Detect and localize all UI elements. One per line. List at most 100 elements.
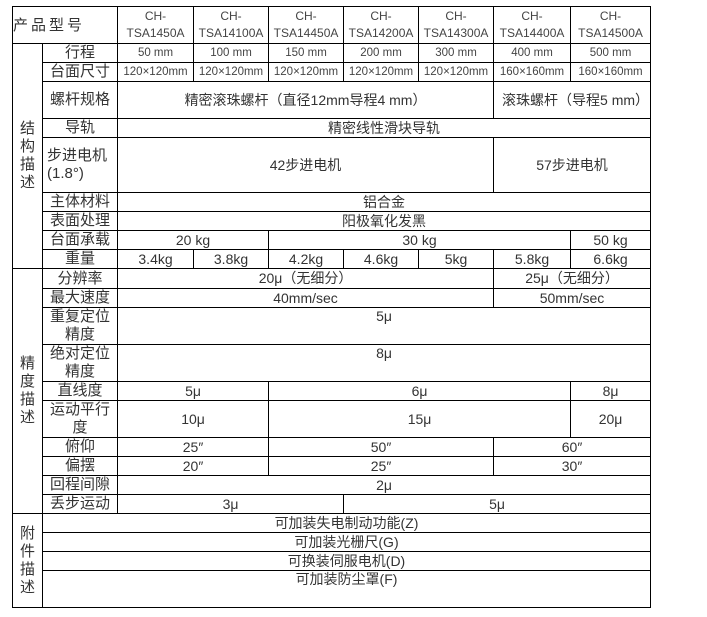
row-accessory: 可换装伺服电机(D) [13, 551, 652, 571]
cell: 160×160mm [493, 62, 572, 82]
cell: 120×120mm [268, 62, 345, 82]
row-label: 绝对定位精度 [41, 344, 119, 382]
model-cell: CH-TSA14450A [268, 6, 345, 44]
cell: 阳极氧化发黑 [117, 211, 652, 231]
cell: 50mm/sec [493, 288, 652, 308]
model-cell: CH-TSA14300A [418, 6, 495, 44]
row-label: 回程间隙 [41, 475, 119, 495]
cell: 20μ [570, 400, 652, 438]
cell: 可加装防尘罩(F) [41, 570, 652, 608]
cell: 300 mm [418, 43, 495, 63]
row-material: 主体材料 铝合金 [13, 192, 652, 212]
row-label: 台面尺寸 [41, 62, 119, 82]
section-accessories: 附件描述 [12, 513, 43, 608]
cell: 3.4kg [117, 249, 195, 269]
row-backlash: 回程间隙 2μ [13, 475, 652, 495]
model-cell: CH-TSA1450A [117, 6, 195, 44]
section-structure: 结构描述 [12, 43, 43, 269]
cell: 可加装失电制动功能(Z) [41, 513, 652, 533]
model-cell: CH-TSA14100A [193, 6, 270, 44]
section-precision: 精度描述 [12, 268, 43, 514]
row-label: 步进电机(1.8°) [41, 137, 119, 193]
cell: 120×120mm [193, 62, 270, 82]
cell: 滚珠螺杆（导程5 mm） [493, 81, 652, 119]
cell: 57步进电机 [493, 137, 652, 193]
row-label: 分辨率 [41, 268, 119, 289]
cell: 15μ [268, 400, 572, 438]
row-label: 螺杆规格 [41, 81, 119, 119]
cell: 30″ [493, 456, 652, 476]
cell: 100 mm [193, 43, 270, 63]
cell: 3.8kg [193, 249, 270, 269]
cell: 2μ [117, 475, 652, 495]
model-cell: CH-TSA14400A [493, 6, 572, 44]
cell: 铝合金 [117, 192, 652, 212]
model-cell: CH-TSA14500A [570, 6, 652, 44]
cell: 60″ [493, 437, 652, 457]
row-label: 重量 [41, 249, 119, 269]
row-label: 行程 [41, 43, 119, 63]
cell: 160×160mm [570, 62, 652, 82]
cell: 精密线性滑块导轨 [117, 118, 652, 138]
cell: 可加装光栅尺(G) [41, 532, 652, 552]
row-resolution: 精度描述 分辨率 20μ（无细分） 25μ（无细分） [12, 268, 652, 514]
cell: 6.6kg [570, 249, 652, 269]
row-label: 直线度 [41, 381, 119, 401]
cell: 25″ [117, 437, 270, 457]
cell: 8μ [117, 344, 652, 382]
cell: 500 mm [570, 43, 652, 63]
row-repeat: 重复定位精度 5μ [13, 307, 652, 345]
cell: 10μ [117, 400, 270, 438]
row-label: 俯仰 [41, 437, 119, 457]
row-straightness: 直线度 5μ 6μ 8μ [13, 381, 652, 401]
row-guide: 导轨 精密线性滑块导轨 [13, 118, 652, 138]
row-label: 最大速度 [41, 288, 119, 308]
cell: 20μ（无细分） [117, 268, 495, 289]
cell: 4.2kg [268, 249, 345, 269]
row-label: 丢步运动 [41, 494, 119, 514]
row-label: 偏摆 [41, 456, 119, 476]
header-label: 产品型号 [11, 6, 119, 44]
cell: 50 kg [570, 230, 652, 250]
row-surface: 表面处理 阳极氧化发黑 [13, 211, 652, 231]
cell: 5μ [343, 494, 652, 514]
cell: 6μ [268, 381, 572, 401]
model-cell: CH-TSA14200A [343, 6, 420, 44]
row-absolute: 绝对定位精度 8μ [13, 344, 652, 382]
row-lost-step: 丢步运动 3μ 5μ [13, 494, 652, 514]
cell: 120×120mm [343, 62, 420, 82]
row-label: 主体材料 [41, 192, 119, 212]
header-row: 产品型号 CH-TSA1450A CH-TSA14100A CH-TSA1445… [11, 6, 652, 44]
row-accessory: 可加装防尘罩(F) [13, 570, 652, 608]
row-label: 导轨 [41, 118, 119, 138]
cell: 50″ [268, 437, 495, 457]
cell: 20″ [117, 456, 270, 476]
cell: 400 mm [493, 43, 572, 63]
cell: 50 mm [117, 43, 195, 63]
cell: 精密滚珠螺杆（直径12mm导程4 mm） [117, 81, 495, 119]
row-yaw: 偏摆 20″ 25″ 30″ [13, 456, 652, 476]
cell: 可换装伺服电机(D) [41, 551, 652, 571]
cell: 5kg [418, 249, 495, 269]
cell: 120×120mm [418, 62, 495, 82]
cell: 30 kg [268, 230, 572, 250]
cell: 5μ [117, 381, 270, 401]
row-label: 表面处理 [41, 211, 119, 231]
row-label: 台面承载 [41, 230, 119, 250]
row-weight: 重量 3.4kg 3.8kg 4.2kg 4.6kg 5kg 5.8kg 6.6… [13, 249, 652, 269]
cell: 42步进电机 [117, 137, 495, 193]
cell: 120×120mm [117, 62, 195, 82]
row-label: 运动平行度 [41, 400, 119, 438]
row-parallelism: 运动平行度 10μ 15μ 20μ [13, 400, 652, 438]
cell: 200 mm [343, 43, 420, 63]
cell: 20 kg [117, 230, 270, 250]
spec-table: 产品型号 CH-TSA1450A CH-TSA14100A CH-TSA1445… [11, 6, 652, 608]
row-max-speed: 最大速度 40mm/sec 50mm/sec [13, 288, 652, 308]
cell: 40mm/sec [117, 288, 495, 308]
cell: 150 mm [268, 43, 345, 63]
cell: 4.6kg [343, 249, 420, 269]
cell: 8μ [570, 381, 652, 401]
row-motor: 步进电机(1.8°) 42步进电机 57步进电机 [13, 137, 652, 193]
cell: 25μ（无细分） [493, 268, 652, 289]
row-table-size: 台面尺寸 120×120mm 120×120mm 120×120mm 120×1… [13, 62, 652, 82]
